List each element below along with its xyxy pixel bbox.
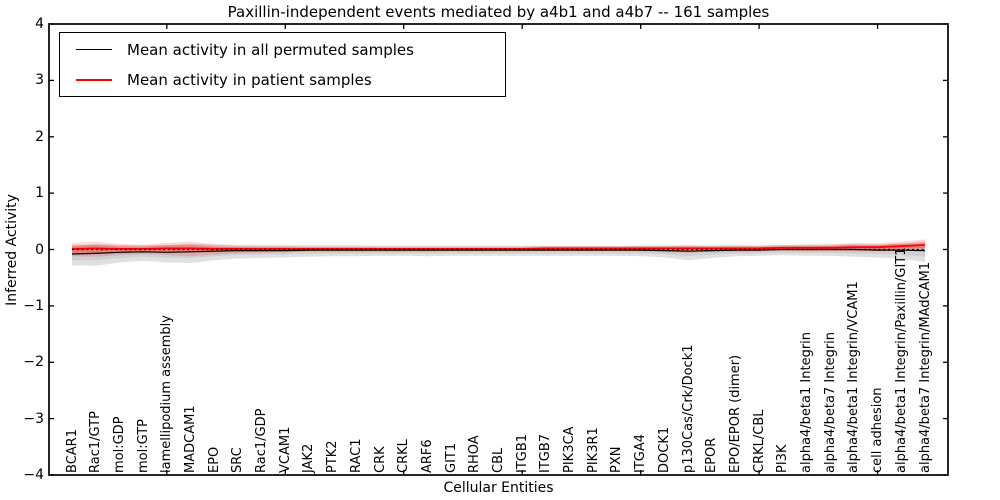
x-tick-label: VCAM1 <box>277 426 293 473</box>
legend-label: Mean activity in all permuted samples <box>127 40 414 59</box>
x-tick-label: PXN <box>609 446 625 473</box>
x-tick-label: PIK3R1 <box>585 427 601 473</box>
x-tick-label: PIK3CA <box>562 426 578 473</box>
x-tick-label: EPO <box>206 446 222 473</box>
x-tick-label: ARF6 <box>419 439 435 473</box>
x-tick-label: ITGA4 <box>633 433 649 473</box>
legend: Mean activity in all permuted samples Me… <box>59 32 506 97</box>
x-tick-label: EPOR <box>704 437 720 473</box>
x-tick-label: ITGB1 <box>514 433 530 473</box>
x-tick-label: SRC <box>230 447 246 473</box>
patient-mean-line <box>71 244 926 250</box>
x-axis-label: Cellular Entities <box>443 480 554 496</box>
x-tick-label: BCAR1 <box>64 429 80 473</box>
red-line-sample-icon <box>76 78 112 81</box>
x-tick-label: CRK <box>372 446 388 473</box>
black-line-sample-icon <box>76 49 112 50</box>
legend-item-permuted: Mean activity in all permuted samples <box>76 39 505 61</box>
x-tick-label: cell adhesion <box>870 387 886 473</box>
x-tick-label: alpha4/beta1 Integrin/Paxillin/GIT1 <box>893 247 909 473</box>
x-tick-label: CRKL <box>396 439 412 473</box>
x-tick-label: CRKL/CBL <box>751 409 767 474</box>
y-tick-label: 3 <box>35 72 44 89</box>
x-tick-label: PTK2 <box>325 440 341 473</box>
y-tick-label: −1 <box>23 297 44 314</box>
x-tick-label: p130Cas/Crk/Dock1 <box>680 344 696 473</box>
y-tick-label: 2 <box>35 128 44 145</box>
x-tick-label: alpha4/beta1 Integrin/VCAM1 <box>846 281 862 473</box>
x-tick-label: DOCK1 <box>656 426 672 473</box>
x-tick-label: lamellipodium assembly <box>159 315 175 473</box>
x-tick-label: JAK2 <box>301 443 317 473</box>
legend-item-patient: Mean activity in patient samples <box>76 69 505 91</box>
x-tick-label: GIT1 <box>443 442 459 473</box>
x-tick-label: PI3K <box>775 444 791 473</box>
x-tick-label: RAC1 <box>348 438 364 473</box>
x-tick-label: Rac1/GDP <box>254 408 270 473</box>
x-tick-label: Rac1/GTP <box>88 411 104 473</box>
y-tick-label: −4 <box>23 467 44 483</box>
x-tick-label: alpha4/beta7 Integrin <box>822 331 838 473</box>
y-tick-label: −3 <box>23 410 44 427</box>
chart-title: Paxillin-independent events mediated by … <box>227 3 770 21</box>
y-tick-label: 4 <box>35 16 44 32</box>
x-tick-label: MADCAM1 <box>182 405 198 473</box>
x-tick-label: EPO/EPOR (dimer) <box>727 354 743 473</box>
x-tick-label: RHOA <box>467 435 483 473</box>
x-tick-label: mol:GTP <box>135 419 151 473</box>
legend-label: Mean activity in patient samples <box>127 70 372 89</box>
x-tick-label: ITGB7 <box>538 433 554 473</box>
x-tick-label: mol:GDP <box>111 416 127 473</box>
y-tick-label: 1 <box>35 185 44 202</box>
x-tick-label: alpha4/beta1 Integrin <box>799 331 815 473</box>
y-tick-label: −2 <box>23 354 44 371</box>
y-tick-label: 0 <box>35 241 44 258</box>
x-tick-label: alpha4/beta7 Integrin/MAdCAM1 <box>917 262 933 473</box>
x-tick-label: CBL <box>491 447 506 473</box>
